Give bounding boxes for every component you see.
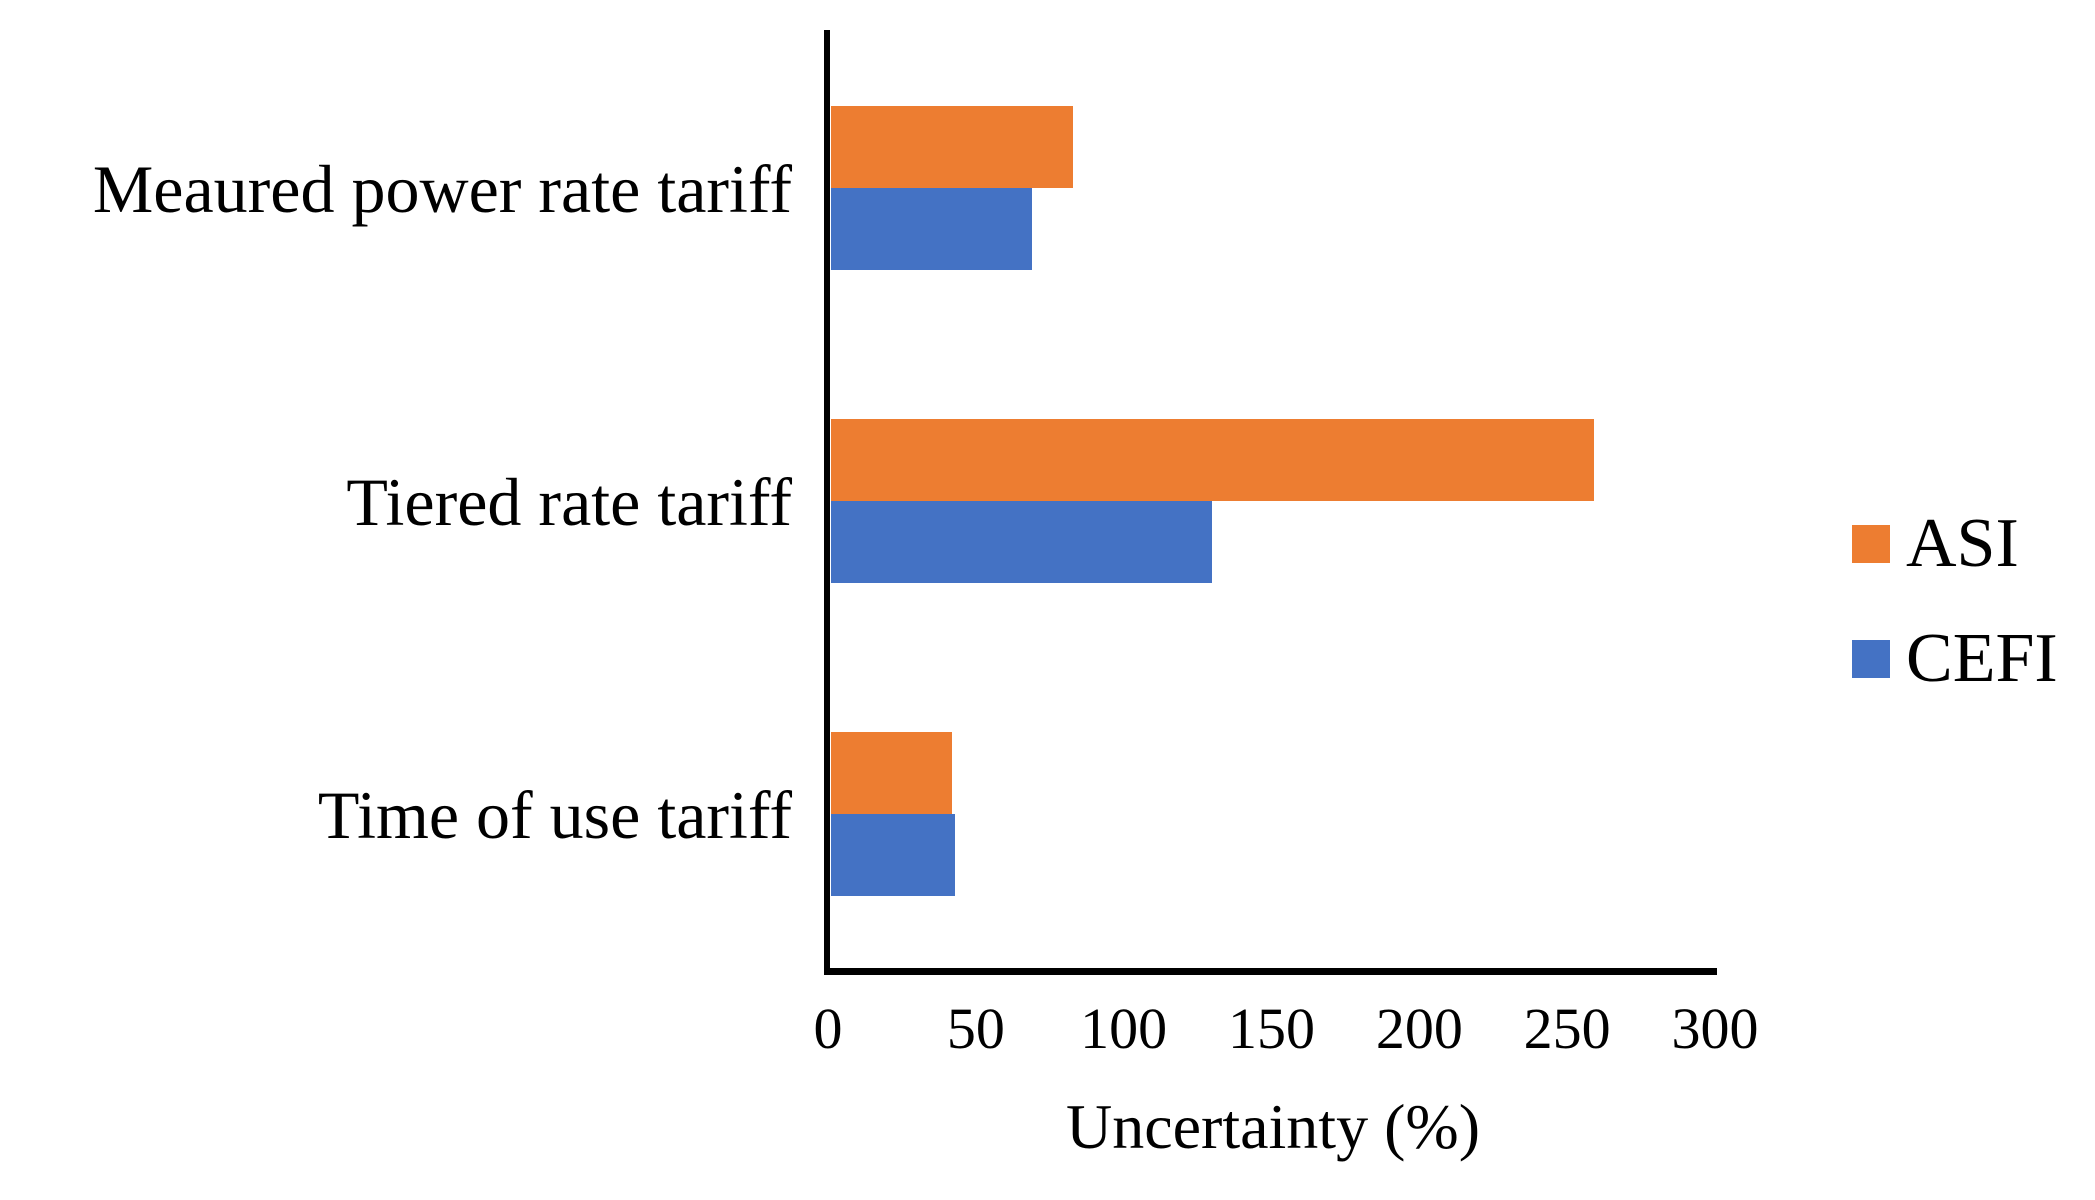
x-axis-title: Uncertainty (%) [1065, 1091, 1481, 1162]
bar-cefi-1 [831, 501, 1212, 583]
bar-asi-2 [831, 732, 952, 814]
legend-item-cefi: CEFI [1852, 620, 2058, 698]
y-axis-line [824, 30, 830, 975]
category-label: Tiered rate tariff [346, 463, 792, 540]
legend: ASI CEFI [1852, 505, 2058, 735]
legend-label-asi: ASI [1906, 505, 2019, 582]
category-label: Meaured power rate tariff [92, 150, 792, 227]
bar-asi-0 [831, 106, 1073, 188]
x-tick-label: 150 [1228, 996, 1315, 1061]
x-tick-label: 0 [813, 996, 843, 1061]
category-label: Time of use tariff [317, 776, 792, 853]
bar-cefi-2 [831, 814, 955, 896]
legend-label-cefi: CEFI [1906, 620, 2058, 697]
x-tick-label: 250 [1523, 996, 1611, 1061]
bar-asi-1 [831, 419, 1594, 501]
bar-cefi-0 [831, 188, 1032, 270]
legend-item-asi: ASI [1852, 505, 2058, 583]
x-tick-label: 200 [1375, 996, 1463, 1061]
x-axis-line [824, 968, 1717, 975]
x-tick-label: 300 [1671, 996, 1759, 1061]
x-tick-label: 50 [946, 996, 1005, 1061]
legend-swatch-asi [1852, 525, 1890, 563]
legend-swatch-cefi [1852, 640, 1890, 678]
x-tick-label: 100 [1080, 996, 1168, 1061]
